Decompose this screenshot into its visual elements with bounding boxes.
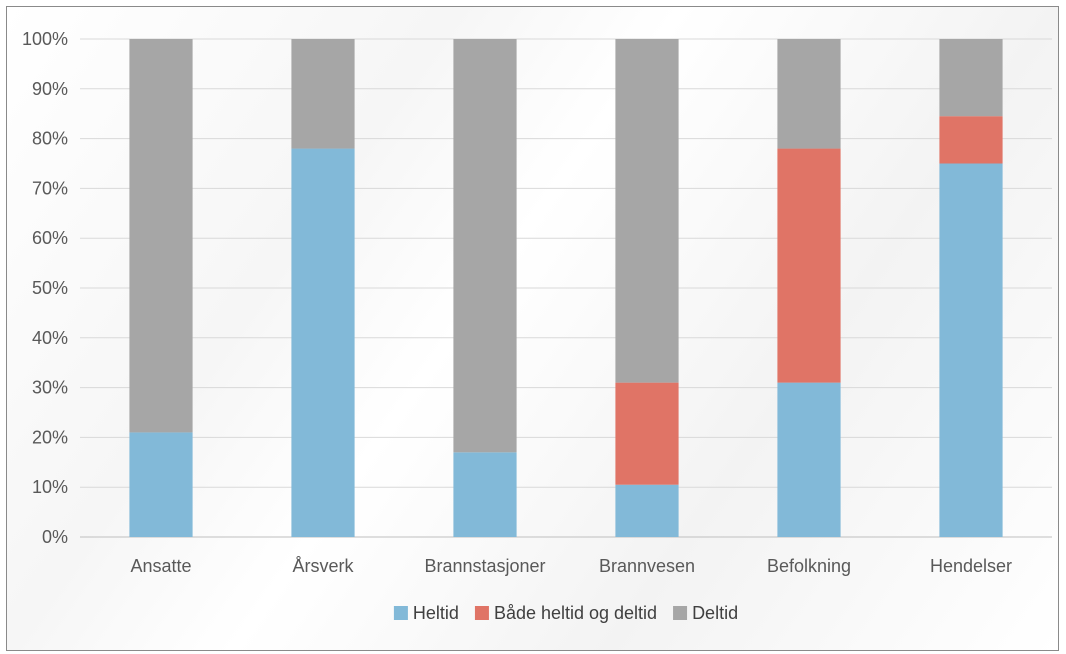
y-tick-label: 60% — [32, 228, 68, 248]
gridlines — [80, 38, 1052, 538]
x-tick-label: Brannvesen — [599, 556, 695, 576]
y-tick-label: 100% — [22, 29, 68, 49]
legend-label: Heltid — [413, 603, 459, 623]
x-tick-label: Befolkning — [767, 556, 851, 576]
y-tick-label: 0% — [42, 527, 68, 547]
legend-swatch — [673, 606, 688, 620]
bar-segment — [453, 39, 517, 453]
bar-segment — [291, 148, 355, 537]
bar-segment — [777, 39, 841, 149]
bar-segment — [939, 163, 1003, 537]
bar-segment — [129, 39, 193, 433]
x-axis-ticks: Ansatte Årsverk Brannstasjoner Brannvesen Be… — [130, 556, 1012, 576]
y-tick-label: 10% — [32, 477, 68, 497]
y-tick-label: 30% — [32, 378, 68, 398]
bar-segment — [129, 432, 193, 537]
y-axis-ticks: 0% 10% 20% 30% 40% 50% 60% 70% 80% 90% 100% — [22, 29, 68, 547]
y-tick-label: 20% — [32, 427, 68, 447]
bar-segment — [291, 39, 355, 149]
legend: Heltid Både heltid og deltid Deltid — [393, 603, 738, 623]
y-tick-label: 70% — [32, 178, 68, 198]
bar-segment — [615, 39, 679, 383]
bar-segment — [777, 382, 841, 537]
x-tick-label: Årsverk — [292, 556, 354, 576]
legend-label: Både heltid og deltid — [494, 603, 657, 623]
bar-segment — [615, 382, 679, 485]
bar-segment — [939, 39, 1003, 117]
y-tick-label: 90% — [32, 79, 68, 99]
legend-swatch — [393, 606, 408, 620]
bar-segment — [615, 484, 679, 537]
bar-segment — [939, 116, 1003, 164]
x-tick-label: Brannstasjoner — [424, 556, 545, 576]
legend-label: Deltid — [692, 603, 738, 623]
y-tick-label: 50% — [32, 278, 68, 298]
legend-swatch — [474, 606, 489, 620]
x-tick-label: Hendelser — [930, 556, 1012, 576]
bars — [129, 39, 1003, 537]
chart-frame: 0% 10% 20% 30% 40% 50% 60% 70% 80% 90% 100% Ansatt… — [6, 6, 1059, 651]
stacked-bar-chart: 0% 10% 20% 30% 40% 50% 60% 70% 80% 90% 100% Ansatt… — [22, 29, 1052, 623]
y-tick-label: 80% — [32, 129, 68, 149]
bar-segment — [777, 148, 841, 383]
y-tick-label: 40% — [32, 328, 68, 348]
bar-segment — [453, 452, 517, 537]
x-tick-label: Ansatte — [130, 556, 191, 576]
